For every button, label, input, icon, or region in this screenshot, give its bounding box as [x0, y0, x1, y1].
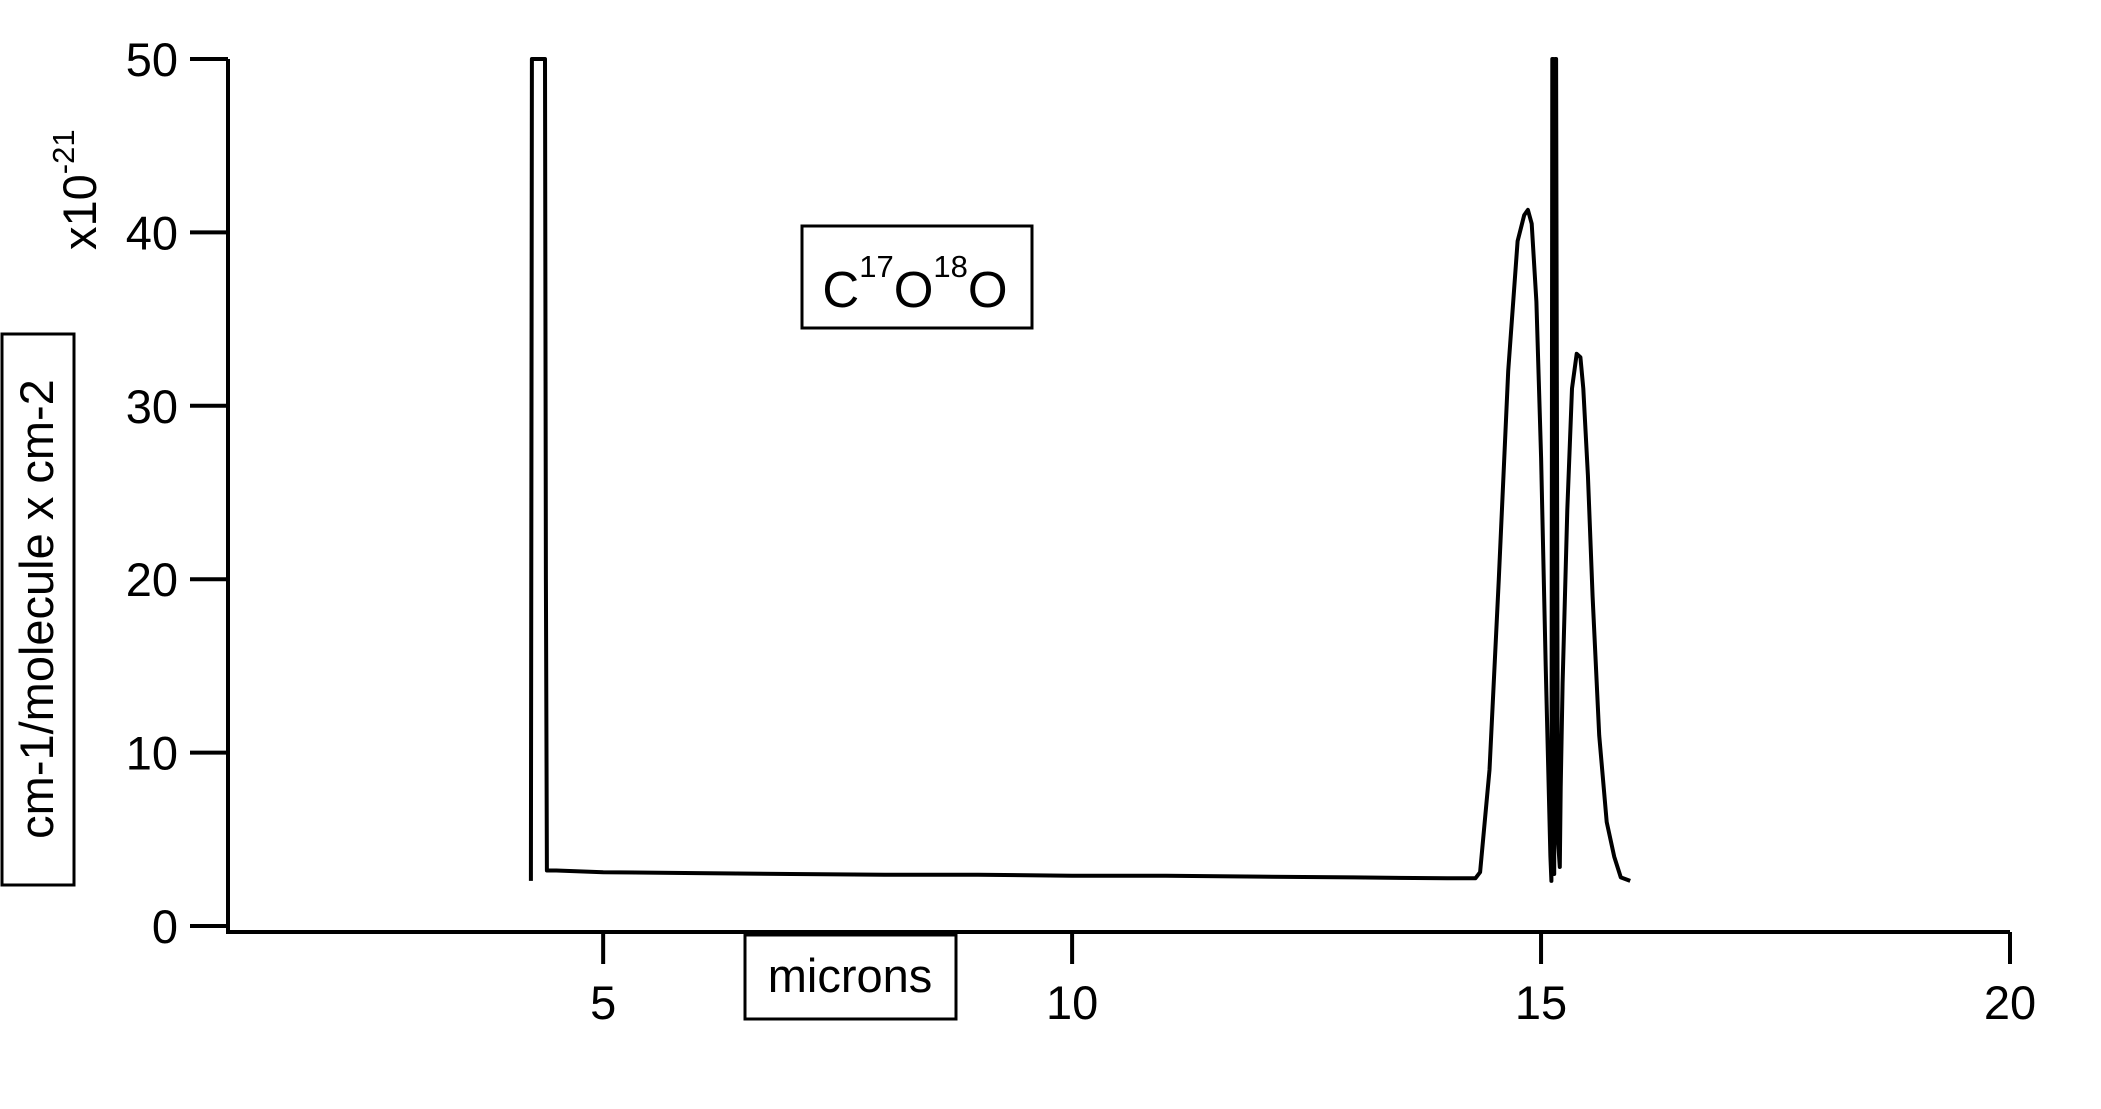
legend-part-c: C — [822, 261, 859, 318]
y-tick-label-50: 50 — [126, 33, 178, 86]
axes — [226, 59, 2010, 934]
legend-part-o2: O — [968, 261, 1008, 318]
y-axis-title: cm-1/molecule x cm-2 — [10, 379, 63, 839]
legend-part-18: 18 — [933, 249, 967, 284]
x-tick-label-15: 15 — [1515, 976, 1567, 1029]
legend-part-17: 17 — [859, 249, 893, 284]
x-tick-label-5: 5 — [590, 976, 616, 1029]
legend: C17O18O — [800, 224, 1034, 330]
series-layer — [528, 57, 1631, 883]
tick-labels: 0 10 20 30 40 50 5 10 15 20 — [126, 33, 2036, 1029]
x-tick-label-10: 10 — [1046, 976, 1098, 1029]
y-tick-label-0: 0 — [152, 900, 178, 953]
y-tick-label-30: 30 — [126, 380, 178, 433]
y-scale-exponent-base: x10 — [53, 174, 106, 250]
tick-marks — [190, 57, 2012, 964]
y-scale-exponent-power: -21 — [46, 129, 81, 174]
series-line-0 — [528, 57, 1631, 883]
y-axis-title-group: cm-1/molecule x cm-2 — [0, 332, 76, 887]
legend-label: C17O18O — [822, 249, 1007, 318]
x-axis-title-group: microns — [743, 933, 958, 1021]
legend-box — [800, 224, 1034, 330]
y-tick-label-40: 40 — [126, 206, 178, 259]
y-tick-label-10: 10 — [126, 727, 178, 780]
x-tick-label-20: 20 — [1984, 976, 2036, 1029]
y-tick-label-20: 20 — [126, 553, 178, 606]
y-axis-title-box — [0, 332, 76, 887]
legend-part-o1: O — [894, 261, 934, 318]
x-axis-title: microns — [768, 949, 933, 1002]
y-scale-exponent: x10-21 — [46, 129, 106, 250]
x-axis-title-box — [743, 933, 958, 1021]
